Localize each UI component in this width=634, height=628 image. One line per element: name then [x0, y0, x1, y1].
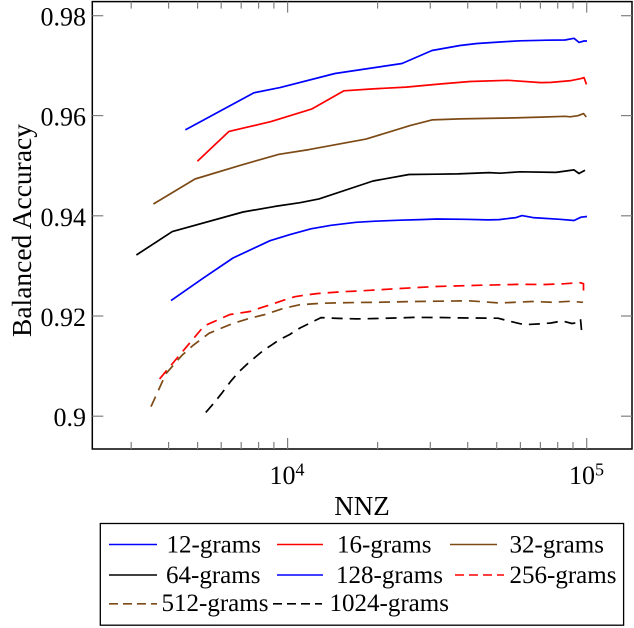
svg-text:16-grams: 16-grams: [337, 531, 431, 558]
svg-text:NNZ: NNZ: [334, 491, 390, 521]
svg-text:Balanced Accuracy: Balanced Accuracy: [6, 124, 37, 337]
svg-text:12-grams: 12-grams: [167, 531, 261, 558]
svg-text:64-grams: 64-grams: [166, 562, 260, 589]
svg-text:32-grams: 32-grams: [510, 531, 604, 558]
svg-text:0.96: 0.96: [41, 103, 87, 132]
svg-text:0.92: 0.92: [41, 303, 87, 332]
svg-text:104: 104: [270, 460, 305, 491]
svg-text:128-grams: 128-grams: [336, 562, 443, 589]
svg-text:0.9: 0.9: [54, 403, 87, 432]
svg-text:256-grams: 256-grams: [510, 562, 617, 589]
svg-text:105: 105: [569, 460, 604, 491]
svg-text:0.98: 0.98: [41, 3, 87, 32]
svg-text:1024-grams: 1024-grams: [330, 590, 449, 617]
svg-text:512-grams: 512-grams: [162, 590, 269, 617]
svg-text:0.94: 0.94: [41, 203, 87, 232]
